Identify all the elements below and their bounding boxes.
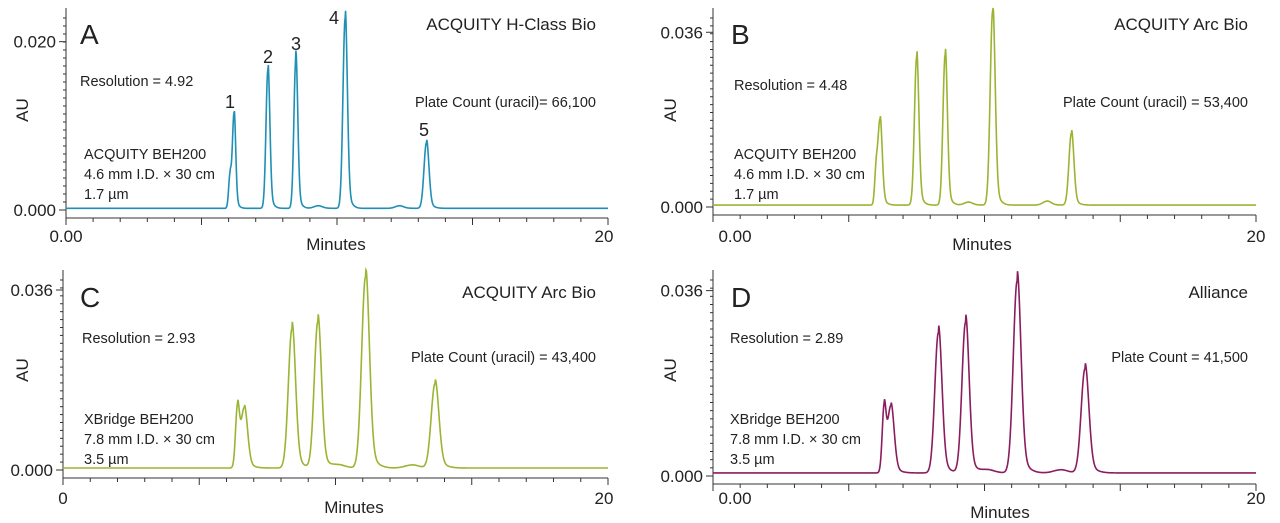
instrument-name: Alliance [1188,283,1248,302]
x-tick-label: 0 [58,489,67,508]
column-description-line: 4.6 mm I.D. × 30 cm [734,167,865,183]
x-tick-label: 20 [595,489,614,508]
x-tick-label: 20 [1247,489,1266,508]
peak-number-label: 5 [419,120,429,140]
column-description-line: 7.8 mm I.D. × 30 cm [730,432,861,448]
column-description-line: XBridge BEH200 [84,412,194,428]
y-tick-label: 0.000 [10,461,53,480]
column-description-line: ACQUITY BEH200 [84,147,206,163]
x-tick-label: 20 [595,227,614,246]
column-description-line: ACQUITY BEH200 [734,147,856,163]
peak-number-label: 1 [225,92,235,112]
y-tick-label: 0.020 [13,33,56,52]
panel-letter: C [80,282,100,313]
plate-count-annotation: Plate Count (uracil)= 66,100 [415,95,596,111]
y-tick-label: 0.000 [660,467,703,486]
y-tick-label: 0.036 [660,23,703,42]
resolution-annotation: Resolution = 2.93 [82,331,195,347]
instrument-name: ACQUITY H-Class Bio [426,15,596,34]
panel-letter: B [731,19,750,50]
resolution-annotation: Resolution = 4.92 [80,74,193,90]
x-tick-label: 20 [1247,227,1266,246]
peak-number-label: 3 [291,34,301,54]
chromatogram-panel-a: 0.000 0.020 0.00 20 Minutes AU A ACQUITY H-Clas… [13,8,613,254]
y-tick-label: 0.036 [10,281,53,300]
resolution-annotation: Resolution = 4.48 [734,78,847,94]
y-tick-label: 0.000 [660,198,703,217]
peak-number-label: 4 [329,8,339,28]
panel-letter: D [731,282,751,313]
panel-letter: A [80,19,99,50]
y-axis-label: AU [661,98,680,122]
x-tick-label: 0.00 [718,227,751,246]
chromatogram-trace [713,7,1256,206]
x-axis-label: Minutes [952,235,1012,254]
column-description-line: 3.5 µm [84,452,129,468]
plate-count-annotation: Plate Count = 41,500 [1111,350,1248,366]
column-description-line: 3.5 µm [730,452,775,468]
column-description-line: XBridge BEH200 [730,412,840,428]
instrument-name: ACQUITY Arc Bio [462,283,596,302]
y-tick-label: 0.036 [660,282,703,301]
x-tick-label: 0.00 [49,227,82,246]
column-description-line: 7.8 mm I.D. × 30 cm [84,432,215,448]
resolution-annotation: Resolution = 2.89 [730,331,843,347]
column-description-line: 1.7 µm [84,187,129,203]
column-description-line: 4.6 mm I.D. × 30 cm [84,167,215,183]
x-axis-label: Minutes [306,235,366,254]
column-description-line: 1.7 µm [734,187,779,203]
chromatogram-trace [66,10,608,210]
y-axis-label: AU [13,98,32,122]
instrument-name: ACQUITY Arc Bio [1114,15,1248,34]
x-axis-label: Minutes [970,503,1030,522]
peak-number-label: 2 [263,47,273,67]
y-axis-label: AU [661,358,680,382]
chromatogram-panel-b: 0.000 0.036 0.00 20 Minutes AU B ACQUITY Arc Bi… [660,7,1266,254]
chromatogram-panel-c: 0.000 0.036 0 20 Minutes AU C ACQUITY Arc Bio Re… [10,267,614,517]
y-tick-label: 0.000 [13,201,56,220]
x-axis-label: Minutes [324,498,384,517]
y-axis-label: AU [13,358,32,382]
x-tick-label: 0.00 [718,489,751,508]
plate-count-annotation: Plate Count (uracil) = 53,400 [1063,95,1248,111]
chromatogram-trace [63,267,608,469]
chromatogram-panel-d: 0.000 0.036 0.00 20 Minutes AU D Alliance Resolu… [660,270,1265,522]
plate-count-annotation: Plate Count (uracil) = 43,400 [411,350,596,366]
chromatogram-trace [713,271,1256,474]
